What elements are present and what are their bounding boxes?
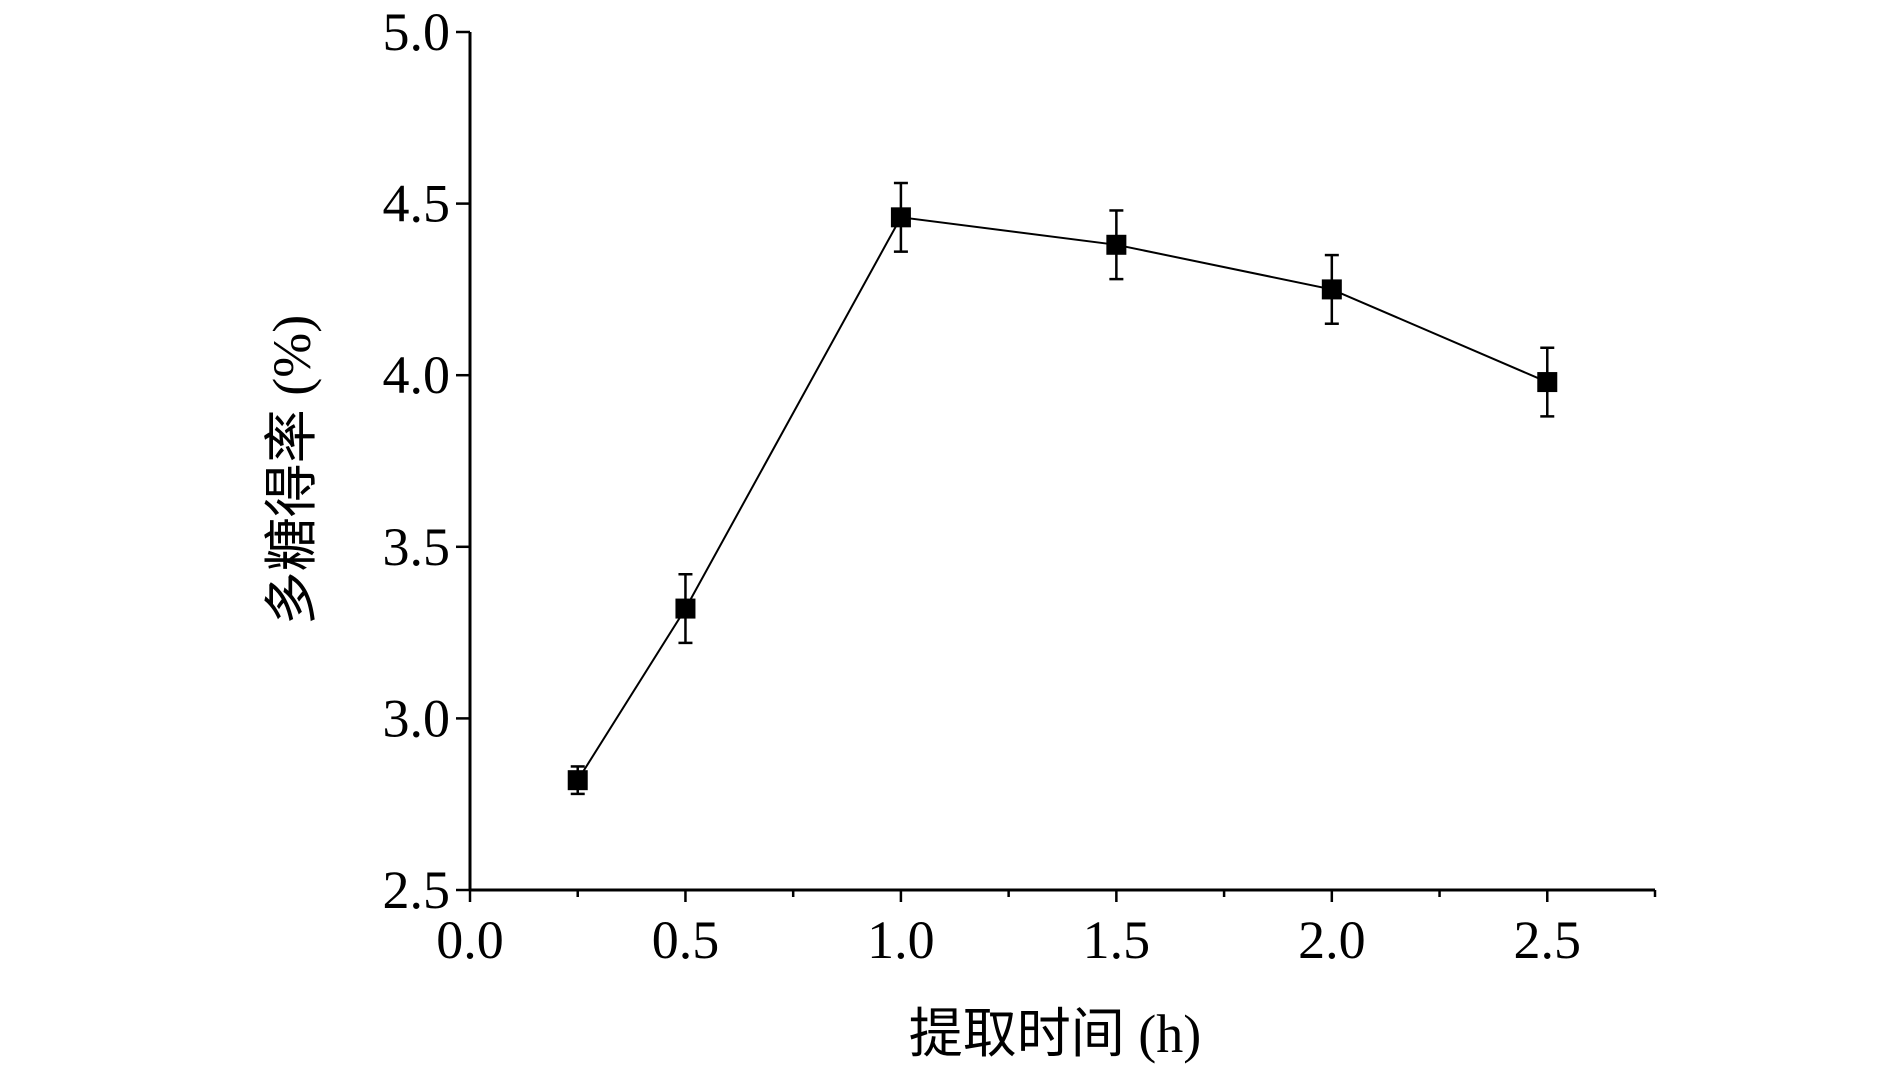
data-point-marker: [1537, 372, 1558, 393]
y-tick-label: 3.5: [383, 517, 451, 577]
axes: [468, 32, 1655, 892]
y-tick-label: 3.0: [383, 688, 451, 748]
x-tick-label: 0.5: [652, 910, 720, 970]
data-point-marker: [1321, 279, 1342, 300]
series-line: [576, 216, 1548, 781]
series: [567, 181, 1558, 796]
x-tick-label: 2.0: [1298, 910, 1366, 970]
x-tick-label: 0.0: [436, 910, 504, 970]
ticks: 0.0 0.5 1.0 1.5 2.0 2.5 2.5 3.0 3.5 4.0 4.5 5.0: [383, 2, 1657, 970]
data-point-marker: [1106, 234, 1127, 255]
data-point-marker: [567, 770, 588, 791]
data-point-marker: [890, 207, 911, 228]
y-axis-title: 多糖得率 (%): [262, 315, 322, 625]
x-tick-label: 2.5: [1514, 910, 1582, 970]
data-point-marker: [675, 598, 696, 619]
x-axis-title: 提取时间 (h): [909, 1004, 1201, 1064]
y-tick-label: 5.0: [383, 2, 451, 62]
x-tick-label: 1.5: [1083, 910, 1151, 970]
x-tick-label: 1.0: [867, 910, 935, 970]
y-tick-label: 2.5: [383, 860, 451, 920]
y-tick-label: 4.0: [383, 345, 451, 405]
y-tick-label: 4.5: [383, 174, 451, 234]
